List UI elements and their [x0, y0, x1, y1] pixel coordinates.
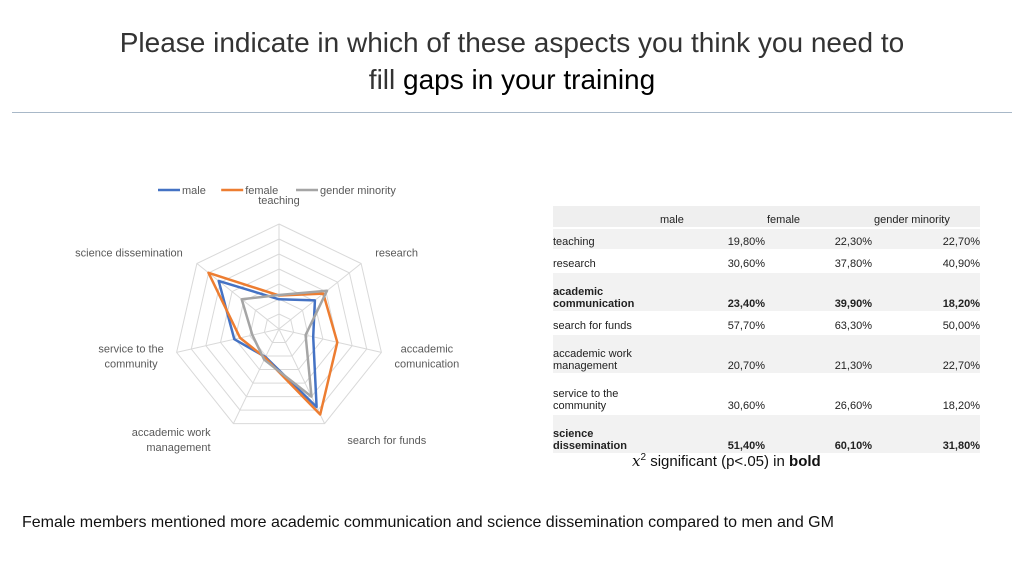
note-bold-word: bold: [789, 453, 821, 470]
cell-male: 51,40%: [658, 413, 765, 454]
grid-spoke: [232, 328, 280, 424]
cell-female: 39,90%: [765, 271, 872, 313]
table-header-female: female: [765, 204, 872, 229]
cell-female: 60,10%: [765, 413, 872, 454]
cell-female: 21,30%: [765, 333, 872, 375]
significance-note: x2 significant (p<.05) in bold: [632, 452, 821, 470]
axis-label: science dissemination: [75, 247, 183, 259]
page-title: Please indicate in which of these aspect…: [0, 24, 1024, 98]
cell-gender-minority: 50,00%: [872, 311, 980, 335]
legend-label: female: [245, 185, 278, 197]
cell-male: 19,80%: [658, 227, 765, 251]
cell-gender-minority: 22,70%: [872, 227, 980, 251]
grid-ring: [249, 298, 309, 357]
radar-chart: teaching research accademic comunication sea…: [75, 185, 459, 454]
table-header-row: male female gender minority: [553, 204, 980, 229]
row-label: search for funds: [553, 311, 658, 335]
cell-female: 37,80%: [765, 249, 872, 273]
series-line-female: [207, 271, 339, 416]
grid-ring: [219, 268, 339, 384]
axis-label: service to the community: [98, 343, 163, 370]
grid-spoke: [176, 328, 280, 353]
table-row: accademic work management 20,70% 21,30% …: [553, 333, 980, 375]
table-row: service to the community 30,60% 26,60% 1…: [553, 373, 980, 415]
cell-gender-minority: 40,90%: [872, 249, 980, 273]
cell-gender-minority: 18,20%: [872, 271, 980, 313]
row-label: research: [553, 249, 658, 273]
axis-label: teaching: [258, 195, 300, 207]
row-label: accademic work management: [553, 333, 658, 375]
slide-caption: Female members mentioned more academic c…: [22, 514, 834, 531]
cell-male: 30,60%: [658, 373, 765, 415]
table-row: academic communication 23,40% 39,90% 18,…: [553, 271, 980, 313]
cell-female: 63,30%: [765, 311, 872, 335]
table-row: science dissemination 51,40% 60,10% 31,8…: [553, 413, 980, 454]
row-label: teaching: [553, 227, 658, 251]
table-row: teaching 19,80% 22,30% 22,70%: [553, 227, 980, 251]
chi-symbol: x: [632, 452, 641, 470]
row-label: science dissemination: [553, 413, 658, 454]
grid-ring: [176, 223, 382, 425]
axis-label: accademic work management: [132, 427, 211, 454]
legend-label: gender minority: [320, 185, 396, 197]
title-prefix: fill: [368, 64, 404, 95]
table-header-male: male: [658, 204, 765, 229]
series-line-gender-minority: [240, 289, 329, 398]
grid-ring: [190, 238, 368, 411]
legend-label: male: [182, 185, 206, 197]
cell-gender-minority: 31,80%: [872, 413, 980, 454]
cell-female: 22,30%: [765, 227, 872, 251]
chi-superscript: 2: [640, 452, 647, 463]
cell-gender-minority: 18,20%: [872, 373, 980, 415]
table-row: search for funds 57,70% 63,30% 50,00%: [553, 311, 980, 335]
row-label: academic communication: [553, 271, 658, 313]
cell-female: 26,60%: [765, 373, 872, 415]
row-label: service to the community: [553, 373, 658, 415]
table-header-blank: [553, 204, 658, 229]
title-line-2: fill gaps in your training: [0, 61, 1024, 98]
cell-male: 20,70%: [658, 333, 765, 375]
axis-label: accademic comunication: [394, 343, 459, 370]
title-line-1: Please indicate in which of these aspect…: [119, 27, 905, 58]
cell-male: 30,60%: [658, 249, 765, 273]
grid-ring: [263, 313, 295, 343]
title-emphasis: gaps in your training: [403, 64, 656, 95]
cell-male: 57,70%: [658, 311, 765, 335]
note-text: significant (p<.05) in: [646, 453, 790, 470]
results-table: male female gender minority teaching 19,…: [553, 204, 980, 454]
cell-male: 23,40%: [658, 271, 765, 313]
table-header-gender-minority: gender minority: [872, 204, 980, 229]
table-row: research 30,60% 37,80% 40,90%: [553, 249, 980, 273]
cell-gender-minority: 22,70%: [872, 333, 980, 375]
grid-spoke: [278, 328, 382, 353]
axis-label: research: [375, 247, 418, 259]
axis-label: search for funds: [347, 435, 426, 447]
grid-spoke: [278, 263, 362, 330]
title-divider: [12, 112, 1012, 113]
